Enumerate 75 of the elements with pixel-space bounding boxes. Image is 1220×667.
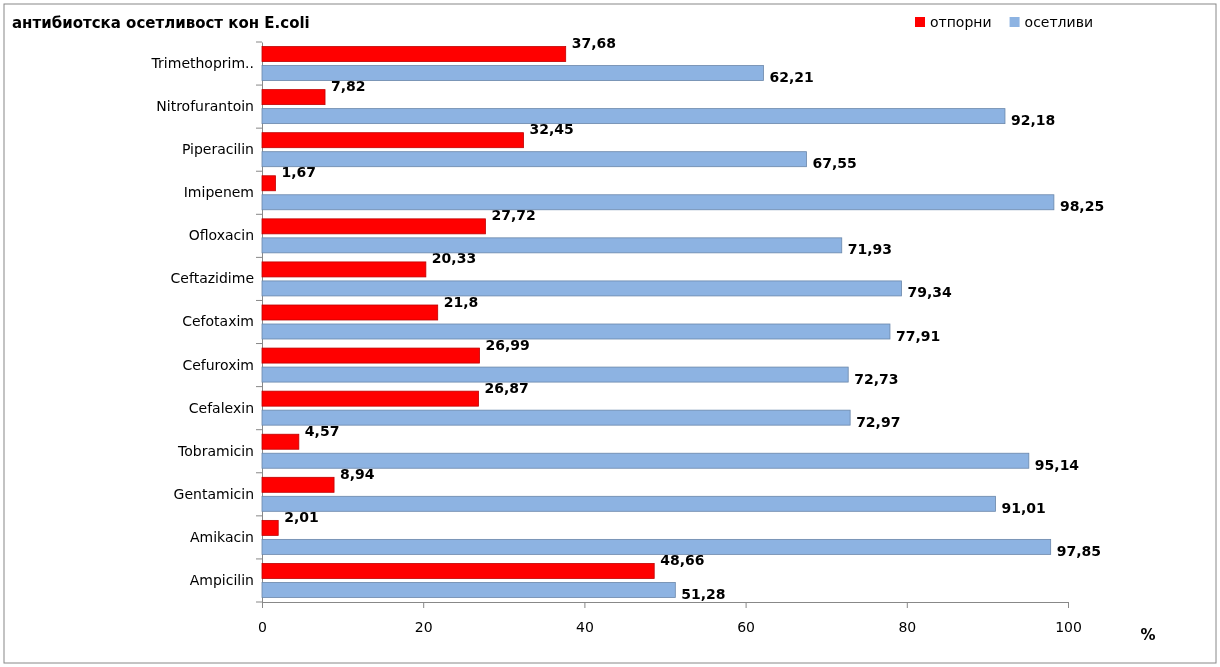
data-label: 26,87 bbox=[484, 379, 529, 396]
data-label: 71,93 bbox=[847, 241, 893, 258]
bar bbox=[261, 46, 567, 62]
chart-title: антибиотска осетливост кон E.coli bbox=[12, 14, 310, 32]
data-label: 1,67 bbox=[281, 164, 317, 181]
y-tick-label: Nitrofurantoin bbox=[156, 98, 254, 115]
data-label: 32,45 bbox=[529, 121, 574, 138]
bar bbox=[261, 175, 276, 192]
y-tick-label: Imipenem bbox=[183, 184, 254, 201]
x-tick-label: 100 bbox=[1055, 618, 1082, 635]
y-tick-label: Ceftazidime bbox=[170, 270, 254, 287]
data-label: 27,72 bbox=[491, 207, 536, 224]
data-label: 72,73 bbox=[854, 370, 899, 387]
bar bbox=[261, 347, 480, 364]
bar bbox=[261, 563, 655, 579]
bar bbox=[261, 237, 843, 254]
bar bbox=[261, 132, 524, 149]
x-tick-label: 80 bbox=[898, 618, 917, 635]
y-tick-label: Ofloxacin bbox=[188, 227, 254, 244]
data-label: 97,85 bbox=[1056, 542, 1101, 559]
y-tick-label: Gentamicin bbox=[173, 485, 254, 502]
x-tick-label: 20 bbox=[414, 618, 433, 635]
bar bbox=[261, 151, 807, 168]
x-tick-label: 40 bbox=[575, 618, 594, 635]
data-label: 77,91 bbox=[895, 327, 941, 344]
data-label: 37,68 bbox=[571, 35, 616, 52]
data-label: 62,21 bbox=[769, 69, 814, 86]
x-axis-title: % bbox=[1140, 626, 1156, 644]
y-tick-label: Tobramicin bbox=[177, 442, 254, 459]
bar bbox=[261, 218, 486, 235]
data-label: 4,57 bbox=[304, 422, 340, 439]
data-label: 98,25 bbox=[1059, 198, 1105, 215]
bar bbox=[261, 495, 996, 512]
bar bbox=[261, 65, 764, 81]
bar bbox=[261, 538, 1052, 555]
data-label: 7,82 bbox=[331, 78, 366, 95]
x-tick-label: 0 bbox=[258, 618, 267, 635]
data-label: 20,33 bbox=[431, 250, 477, 267]
bar bbox=[261, 304, 439, 321]
legend-label: осетливи bbox=[1024, 14, 1094, 30]
data-label: 79,34 bbox=[907, 284, 953, 301]
bar bbox=[261, 194, 1055, 211]
data-label: 51,28 bbox=[681, 585, 726, 602]
bar bbox=[261, 452, 1030, 469]
bar bbox=[261, 280, 902, 297]
y-tick-label: Cefuroxim bbox=[182, 356, 254, 373]
y-tick-label: Piperacilin bbox=[181, 141, 254, 158]
bar bbox=[261, 323, 891, 340]
y-tick-label: Amikacin bbox=[189, 528, 254, 545]
bar bbox=[261, 409, 851, 426]
data-label: 2,01 bbox=[284, 508, 319, 525]
y-tick-label: Ampicilin bbox=[189, 571, 254, 588]
bar bbox=[261, 89, 326, 106]
data-label: 67,55 bbox=[812, 155, 857, 172]
bar bbox=[261, 366, 849, 383]
data-label: 21,8 bbox=[443, 293, 479, 310]
data-label: 91,01 bbox=[1001, 499, 1046, 516]
data-label: 95,14 bbox=[1034, 456, 1080, 473]
bar bbox=[261, 390, 479, 407]
y-tick-label: Cefotaxim bbox=[182, 313, 254, 330]
data-label: 48,66 bbox=[660, 551, 705, 568]
legend-label: отпорни bbox=[930, 14, 992, 30]
y-tick-label: Trimethoprim.. bbox=[150, 55, 254, 72]
data-label: 8,94 bbox=[340, 465, 375, 482]
bar bbox=[261, 476, 335, 493]
bar bbox=[261, 519, 279, 536]
data-label: 92,18 bbox=[1010, 112, 1056, 129]
data-label: 26,99 bbox=[485, 336, 530, 353]
data-label: 72,97 bbox=[856, 413, 901, 430]
bar bbox=[261, 582, 676, 598]
bar bbox=[261, 261, 427, 278]
bar bbox=[261, 433, 300, 450]
bar bbox=[261, 108, 1006, 125]
x-tick-label: 60 bbox=[737, 618, 756, 635]
y-tick-label: Cefalexin bbox=[188, 399, 254, 416]
